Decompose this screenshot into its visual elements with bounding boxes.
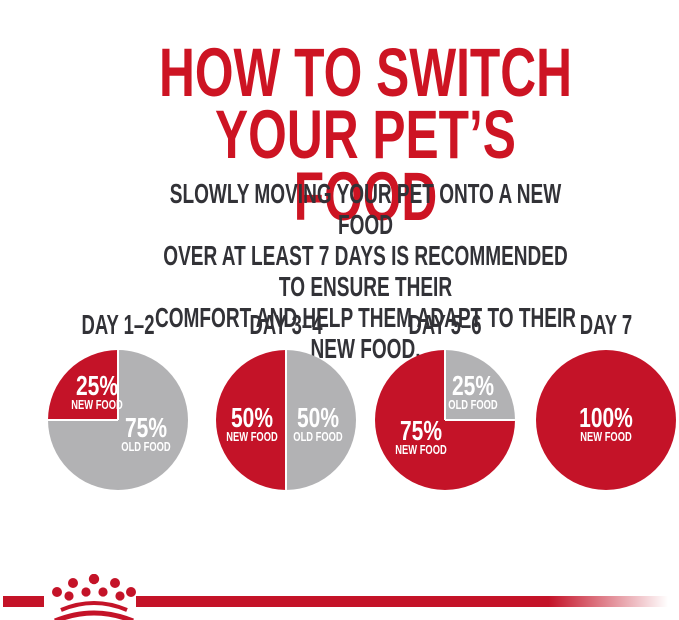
new-food-slice-label: 50% NEW FOOD bbox=[226, 402, 279, 445]
old-food-slice-label: 75% OLD FOOD bbox=[121, 412, 171, 454]
page-title: HOW TO SWITCH YOUR PET’S FOOD bbox=[52, 34, 679, 236]
new-food-slice-label: 100% NEW FOOD bbox=[579, 402, 633, 445]
day-5-6-column: DAY 5–6 75% NEW FOOD 25% OLD FOOD bbox=[375, 311, 515, 490]
title-line-1: HOW TO SWITCH bbox=[158, 34, 573, 112]
day-7-pie-chart: 100% NEW FOOD bbox=[536, 350, 676, 490]
footer-rule-right bbox=[136, 596, 679, 607]
day-3-4-heading: DAY 3–4 bbox=[249, 309, 323, 340]
old-food-slice-label: 25% OLD FOOD bbox=[448, 370, 498, 412]
title-line-2: YOUR PET’S FOOD bbox=[215, 96, 516, 236]
day-5-6-pie-chart: 75% NEW FOOD 25% OLD FOOD bbox=[375, 350, 515, 490]
day-1-2-heading: DAY 1–2 bbox=[81, 309, 155, 340]
subtitle: SLOWLY MOVING YOUR PET ONTO A NEW FOOD O… bbox=[52, 178, 679, 364]
day-3-4-column: DAY 3–4 50% NEW FOOD 50% OLD FOOD bbox=[216, 311, 356, 490]
slice-divider bbox=[116, 350, 120, 420]
slice-divider bbox=[284, 350, 288, 490]
day-7-heading: DAY 7 bbox=[579, 309, 633, 340]
day-7-column: DAY 7 100% NEW FOOD bbox=[536, 311, 676, 490]
day-3-4-pie-chart: 50% NEW FOOD 50% OLD FOOD bbox=[216, 350, 356, 490]
old-food-slice-label: 50% OLD FOOD bbox=[293, 402, 343, 445]
new-food-slice-label: 25% NEW FOOD bbox=[71, 370, 123, 412]
day-1-2-pie-chart: 25% NEW FOOD 75% OLD FOOD bbox=[48, 350, 188, 490]
day-5-6-heading: DAY 5–6 bbox=[408, 309, 482, 340]
subtitle-line-1: SLOWLY MOVING YOUR PET ONTO A NEW FOOD bbox=[169, 178, 562, 240]
day-1-2-column: DAY 1–2 25% NEW FOOD 75% OLD FOOD bbox=[48, 311, 188, 490]
subtitle-line-3: COMFORT AND HELP THEM ADAPT TO THEIR NEW… bbox=[154, 302, 576, 364]
subtitle-line-2: OVER AT LEAST 7 DAYS IS RECOMMENDED TO E… bbox=[163, 240, 568, 302]
slice-divider bbox=[445, 418, 515, 422]
royal-canin-crown-logo bbox=[52, 574, 136, 620]
slice-divider bbox=[48, 418, 118, 422]
slice-divider bbox=[443, 350, 447, 420]
footer-rule-left bbox=[3, 596, 44, 607]
new-food-slice-label: 75% NEW FOOD bbox=[395, 414, 447, 457]
